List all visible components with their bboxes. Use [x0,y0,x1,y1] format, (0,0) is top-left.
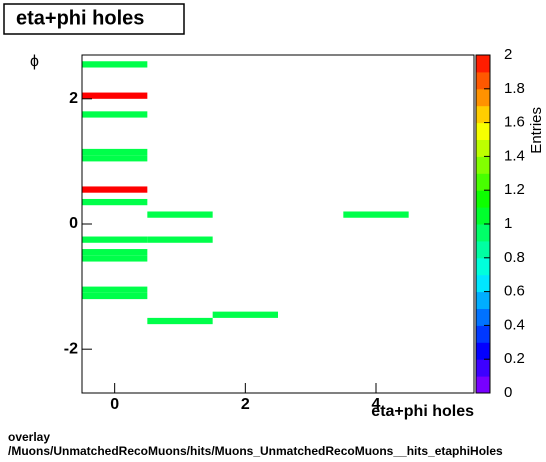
cell [82,186,148,193]
footer-line: overlay [8,430,50,444]
colorbar-band [476,376,490,394]
cell [212,311,278,318]
z-tick-label: 1.4 [504,147,525,164]
cell [82,249,148,256]
cell [82,148,148,156]
colorbar-band [476,274,490,293]
cell [82,155,148,162]
colorbar-band [476,139,490,157]
z-tick-label: 0.2 [504,350,525,367]
cell [82,111,148,118]
x-tick-label: 0 [110,396,119,413]
colorbar-band [476,190,490,208]
y-axis-label: ϕ [30,53,39,70]
cell [147,211,213,218]
y-tick-label: 2 [69,90,78,107]
cell [82,198,148,206]
cell [82,92,148,99]
y-tick-label: -2 [64,340,78,357]
cell [147,236,213,243]
z-tick-label: 0.4 [504,316,525,333]
z-tick-label: 2 [504,46,512,63]
colorbar-band [476,325,490,343]
y-tick-label: 0 [69,215,78,232]
x-tick-label: 2 [241,396,250,413]
colorbar-band [476,308,490,326]
colorbar-band [476,173,490,191]
z-tick-label: 0.6 [504,283,525,300]
colorbar-band [476,122,490,140]
colorbar-band [476,55,490,73]
z-tick-label: 0 [504,384,512,401]
plot-frame [81,54,475,394]
cell [343,211,409,218]
colorbar-band [476,359,490,377]
colorbar-band [476,207,490,225]
colorbar-band [476,291,490,309]
colorbar-band [476,88,490,107]
cell [82,286,148,293]
z-tick-label: 1.8 [504,80,525,97]
colorbar-band [476,342,490,360]
footer-line: /Muons/UnmatchedRecoMuons/hits/Muons_Unm… [8,444,503,458]
colorbar-band [476,224,490,242]
title-box [3,3,185,35]
colorbar-band [476,105,490,124]
chart-title: eta+phi holes [16,7,144,29]
z-axis-label: Entries [528,107,545,154]
cell [82,255,148,262]
colorbar-band [476,257,490,276]
cell [147,317,213,325]
z-tick-label: 0.8 [504,249,525,266]
cell [82,236,148,243]
colorbar-band [476,240,490,259]
z-tick-label: 1 [504,215,512,232]
x-axis-label: eta+phi holes [371,403,474,420]
colorbar-band [476,156,490,174]
z-tick-label: 1.6 [504,114,525,131]
cell [82,292,148,300]
colorbar-band [476,71,490,90]
x-tick-label: 4 [372,396,381,413]
z-tick-label: 1.2 [504,181,525,198]
cell [82,61,148,68]
